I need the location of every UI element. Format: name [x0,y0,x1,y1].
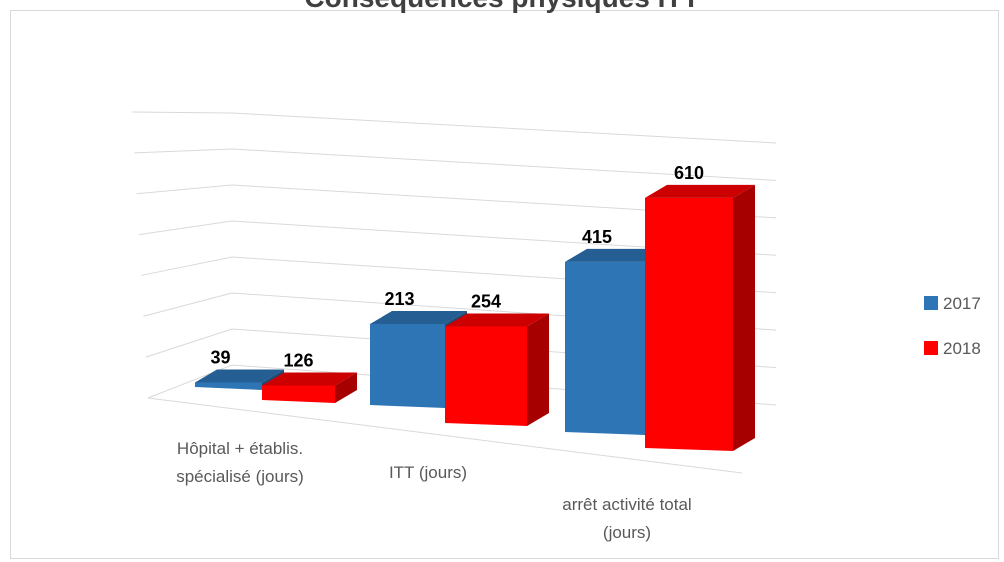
category-label: Hôpital + établis. [177,439,303,458]
category-labels: Hôpital + établis. spécialisé (jours) ITT … [176,439,692,542]
gridline [131,111,777,144]
bar-side [733,184,755,451]
bar-top [370,311,467,325]
category-label: ITT (jours) [389,463,467,482]
data-label: 610 [674,163,704,183]
gridline [136,184,777,219]
bar-2018-0 [262,372,357,403]
data-label: 126 [283,351,313,371]
floor-edge [147,397,743,474]
gridline [134,148,777,181]
legend-label: 2018 [943,339,981,358]
bar-top [445,313,549,327]
data-label: 415 [582,227,612,247]
bars [195,184,755,451]
data-labels: 39 126 213 254 415 610 [210,163,704,371]
bar-2018-1 [445,313,549,426]
gridline [138,220,777,256]
bar-top [645,184,755,198]
chart-title: Conséquences physiques ITT [304,0,699,13]
bar-front [565,261,645,435]
chart-frame [10,10,999,559]
legend: 2017 2018 [924,294,981,358]
bar-front [445,326,527,426]
category-label: arrêt activité total [562,495,691,514]
bar-side [335,372,357,403]
category-label: spécialisé (jours) [176,467,304,486]
legend-label: 2017 [943,294,981,313]
bar-front [370,324,445,408]
bar-2018-2 [645,184,755,451]
bar-top [262,372,357,386]
category-label: (jours) [603,523,651,542]
legend-swatch [924,296,938,310]
bar-front [645,197,733,451]
bar-side [527,313,549,426]
data-label: 39 [210,348,230,368]
bar-top [195,369,284,383]
bar-top [565,248,667,262]
legend-swatch [924,341,938,355]
bar-front [195,382,262,390]
data-label: 254 [471,291,501,311]
gridlines [131,111,777,474]
bar-front [262,385,335,403]
data-label: 213 [384,289,414,309]
